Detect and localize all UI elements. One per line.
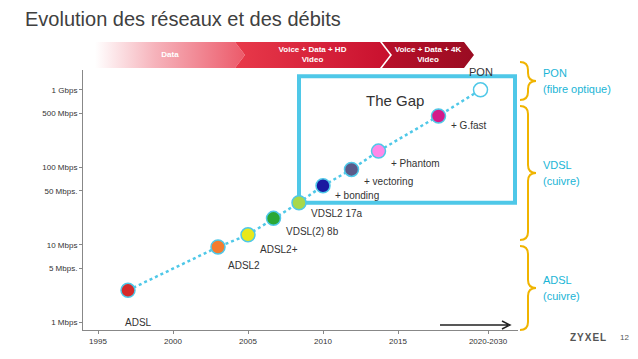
svg-text:+ G.fast: + G.fast (451, 120, 487, 131)
svg-text:2020-2030: 2020-2030 (469, 337, 508, 346)
html-text:(cuivre): (cuivre) (543, 290, 580, 302)
svg-text:The Gap: The Gap (366, 92, 424, 109)
html-text:12: 12 (620, 333, 629, 342)
html-text:Evolution des réseaux et des d: Evolution des réseaux et des débits (25, 8, 341, 30)
svg-text:2000: 2000 (164, 337, 182, 346)
svg-text:2010: 2010 (314, 337, 332, 346)
svg-text:2015: 2015 (389, 337, 407, 346)
svg-text:50 Mbps.: 50 Mbps. (44, 187, 77, 196)
svg-text:1 Gbps: 1 Gbps (52, 86, 78, 95)
html-text:Voice + Data + 4K Video: Voice + Data + 4K Video (394, 45, 462, 64)
svg-text:100 Mbps: 100 Mbps (42, 163, 77, 172)
html-text:PON: PON (543, 67, 567, 79)
svg-text:5 Mbps.: 5 Mbps. (49, 264, 77, 273)
svg-text:10 Mbps: 10 Mbps (47, 241, 78, 250)
html-text:ZYXEL: ZYXEL (570, 332, 608, 343)
svg-text:1 Mbps: 1 Mbps (51, 318, 77, 327)
svg-text:PON: PON (469, 66, 493, 78)
svg-text:VDSL2 17a: VDSL2 17a (311, 208, 363, 219)
svg-text:1995: 1995 (89, 337, 107, 346)
html-text:ADSL: ADSL (543, 274, 572, 286)
svg-text:ADSL2: ADSL2 (228, 260, 260, 271)
svg-text:500 Mbps: 500 Mbps (42, 109, 77, 118)
html-text:Data: Data (161, 50, 179, 59)
svg-text:+ vectoring: + vectoring (364, 176, 413, 187)
html-text:(cuivre): (cuivre) (543, 175, 580, 187)
svg-text:VDSL(2) 8b: VDSL(2) 8b (286, 226, 339, 237)
svg-text:+ bonding: + bonding (335, 190, 379, 201)
html-text:Voice + Data + HD Video: Voice + Data + HD Video (278, 45, 347, 64)
svg-text:+ Phantom: + Phantom (391, 158, 440, 169)
html-text:(fibre optique): (fibre optique) (543, 83, 611, 95)
svg-text:2005: 2005 (239, 337, 257, 346)
svg-text:ADSL2+: ADSL2+ (260, 244, 298, 255)
html-text:VDSL: VDSL (543, 159, 572, 171)
svg-text:ADSL: ADSL (125, 317, 152, 328)
